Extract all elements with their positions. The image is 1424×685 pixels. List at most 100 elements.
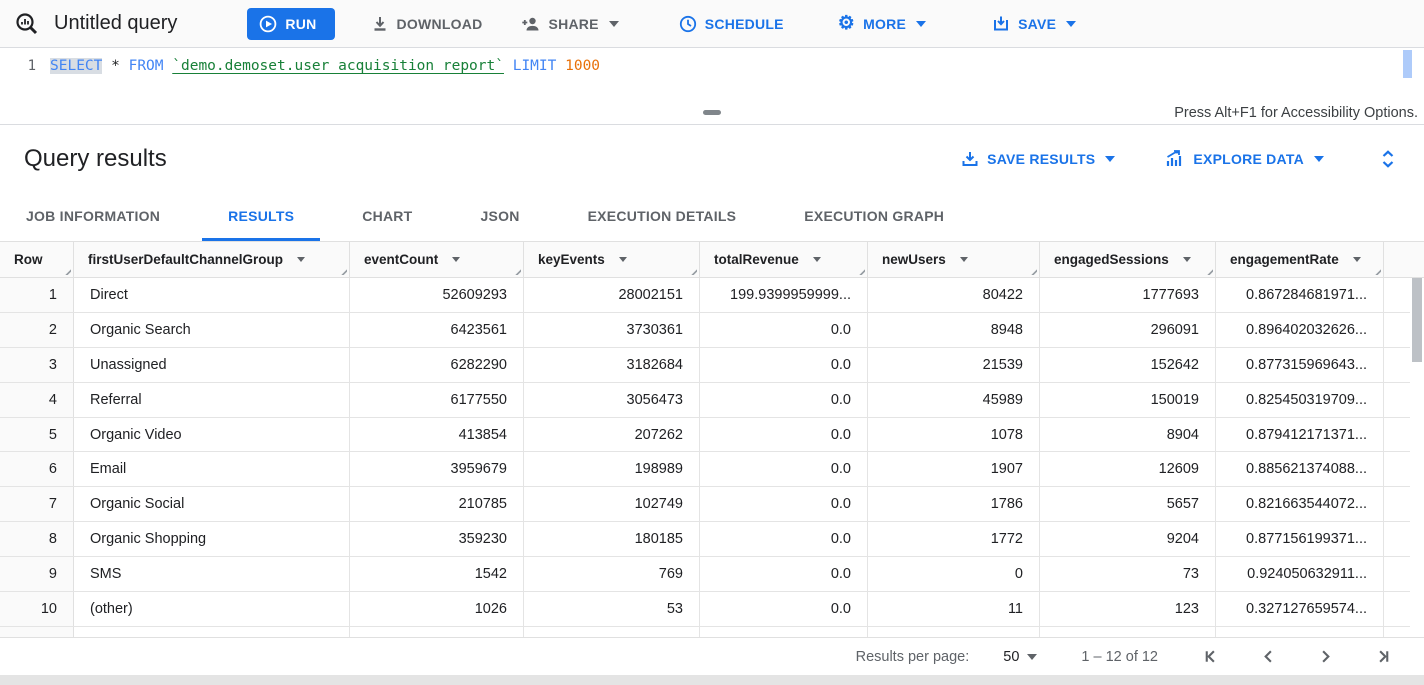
sql-table-reference[interactable]: `demo.demoset.user_acquisition_report`: [172, 58, 504, 74]
column-header-eventCount[interactable]: eventCount: [350, 242, 524, 277]
line-number: 1: [27, 58, 36, 74]
sql-keyword-from: FROM: [128, 58, 164, 74]
results-tab-bar: JOB INFORMATION RESULTS CHART JSON EXECUTION…: [0, 193, 1424, 242]
collapse-results-button[interactable]: [1376, 145, 1400, 173]
column-header-firstUserDefaultChannelGroup[interactable]: firstUserDefaultChannelGroup: [74, 242, 350, 277]
column-resize-handle[interactable]: [688, 266, 697, 275]
download-tray-icon: [961, 150, 979, 168]
column-resize-handle[interactable]: [338, 266, 347, 275]
cell-engagementRate: 0.896402032626...: [1216, 312, 1384, 347]
cell-eventCount: 6177550: [350, 382, 524, 417]
column-resize-handle[interactable]: [1028, 266, 1037, 275]
row-number-cell: 11: [0, 626, 74, 637]
cell-firstUserDefaultChannelGroup: Referral: [74, 382, 350, 417]
cell-newUsers: 1786: [868, 487, 1040, 522]
cell-engagementRate: 0.877156199371...: [1216, 522, 1384, 557]
cell-firstUserDefaultChannelGroup: (other): [74, 592, 350, 626]
share-button[interactable]: SHARE: [511, 9, 629, 39]
column-label: eventCount: [364, 252, 439, 267]
cell-eventCount: 413854: [350, 417, 524, 452]
sql-editor[interactable]: 1 SELECT * FROM `demo.demoset.user_acqui…: [0, 48, 1424, 104]
column-header-Row: Row: [0, 242, 74, 277]
first-page-button[interactable]: [1198, 643, 1225, 670]
tab-execution-details[interactable]: EXECUTION DETAILS: [587, 207, 737, 224]
column-resize-handle[interactable]: [512, 266, 521, 275]
run-button[interactable]: RUN: [247, 7, 335, 40]
save-results-button[interactable]: SAVE RESULTS: [951, 144, 1125, 174]
cell-firstUserDefaultChannelGroup: Unassigned: [74, 347, 350, 382]
column-menu-icon[interactable]: [1352, 257, 1361, 262]
tab-results[interactable]: RESULTS: [202, 193, 321, 241]
row-number-cell: 10: [0, 592, 74, 626]
column-header-newUsers[interactable]: newUsers: [868, 242, 1040, 277]
sql-code-line[interactable]: SELECT * FROM `demo.demoset.user_acquisi…: [50, 56, 600, 77]
column-menu-icon[interactable]: [618, 257, 627, 262]
last-page-button[interactable]: [1369, 643, 1396, 670]
cell-totalRevenue: 0.0: [700, 626, 868, 637]
page-size-dropdown[interactable]: 50: [1003, 649, 1038, 665]
cell-firstUserDefaultChannelGroup: Organic Social: [74, 487, 350, 522]
column-header-engagedSessions[interactable]: engagedSessions: [1040, 242, 1216, 277]
column-label: firstUserDefaultChannelGroup: [88, 252, 284, 267]
tab-chart[interactable]: CHART: [362, 207, 413, 224]
row-number-cell: 4: [0, 382, 74, 417]
more-button[interactable]: ⚙ MORE: [828, 8, 936, 39]
explore-data-button[interactable]: EXPLORE DATA: [1155, 144, 1334, 174]
cell-engagedSessions: 9: [1040, 626, 1216, 637]
clock-icon: [679, 15, 697, 33]
schedule-button[interactable]: SCHEDULE: [669, 9, 794, 39]
column-menu-icon[interactable]: [297, 257, 306, 262]
table-row: 9 SMS 1542 769 0.0 0 73 0.924050632911...: [0, 557, 1424, 593]
column-resize-handle[interactable]: [1372, 266, 1381, 275]
cell-eventCount: 1026: [350, 592, 524, 626]
column-header-totalRevenue[interactable]: totalRevenue: [700, 242, 868, 277]
cell-totalRevenue: 0.0: [700, 487, 868, 522]
column-header-engagementRate[interactable]: engagementRate: [1216, 242, 1384, 277]
cell-firstUserDefaultChannelGroup: Organic Search: [74, 312, 350, 347]
cell-engagementRate: 0.867284681971...: [1216, 278, 1384, 312]
cell-engagementRate: 0.327127659574...: [1216, 592, 1384, 626]
next-page-button[interactable]: [1312, 643, 1339, 670]
download-button[interactable]: DOWNLOAD: [361, 9, 493, 39]
cell-keyEvents: 198989: [524, 452, 700, 487]
column-resize-handle[interactable]: [62, 266, 71, 275]
query-title: Untitled query: [54, 12, 178, 34]
tab-execution-graph[interactable]: EXECUTION GRAPH: [804, 207, 945, 224]
cell-engagementRate: 0.924050632911...: [1216, 557, 1384, 592]
tab-job-information[interactable]: JOB INFORMATION: [26, 207, 161, 224]
cell-eventCount: 3959679: [350, 452, 524, 487]
tab-json[interactable]: JSON: [480, 207, 520, 224]
cell-newUsers: 45989: [868, 382, 1040, 417]
cell-keyEvents: 102749: [524, 487, 700, 522]
cell-engagedSessions: 123: [1040, 592, 1216, 626]
save-button[interactable]: SAVE: [982, 9, 1086, 39]
column-menu-icon[interactable]: [812, 257, 821, 262]
sql-keyword-limit: LIMIT: [512, 58, 557, 74]
table-scrollbar-thumb[interactable]: [1412, 278, 1422, 362]
save-icon: [992, 15, 1010, 33]
chevron-down-icon: [1066, 20, 1077, 27]
previous-page-button[interactable]: [1255, 643, 1282, 670]
column-resize-handle[interactable]: [1204, 266, 1213, 275]
cell-engagedSessions: 5657: [1040, 487, 1216, 522]
cell-totalRevenue: 0.0: [700, 312, 868, 347]
column-menu-icon[interactable]: [1182, 257, 1191, 262]
table-row: 11Paid Social9371340.0391.0: [0, 626, 1424, 637]
cell-totalRevenue: 0.0: [700, 382, 868, 417]
column-header-keyEvents[interactable]: keyEvents: [524, 242, 700, 277]
cell-keyEvents: 3056473: [524, 382, 700, 417]
column-menu-icon[interactable]: [452, 257, 461, 262]
cell-totalRevenue: 0.0: [700, 557, 868, 592]
column-menu-icon[interactable]: [959, 257, 968, 262]
column-label: Row: [14, 252, 43, 267]
table-vertical-scrollbar[interactable]: [1410, 278, 1424, 637]
query-results-header: Query results SAVE RESULTS: [0, 125, 1424, 193]
editor-vertical-scrollbar[interactable]: [1403, 50, 1412, 78]
cell-firstUserDefaultChannelGroup: Direct: [74, 278, 350, 312]
splitter-drag-handle[interactable]: [703, 110, 721, 115]
column-label: engagedSessions: [1054, 252, 1169, 267]
gear-icon: ⚙: [837, 13, 856, 34]
cell-eventCount: 937: [350, 626, 524, 637]
cell-engagedSessions: 296091: [1040, 312, 1216, 347]
column-resize-handle[interactable]: [856, 266, 865, 275]
